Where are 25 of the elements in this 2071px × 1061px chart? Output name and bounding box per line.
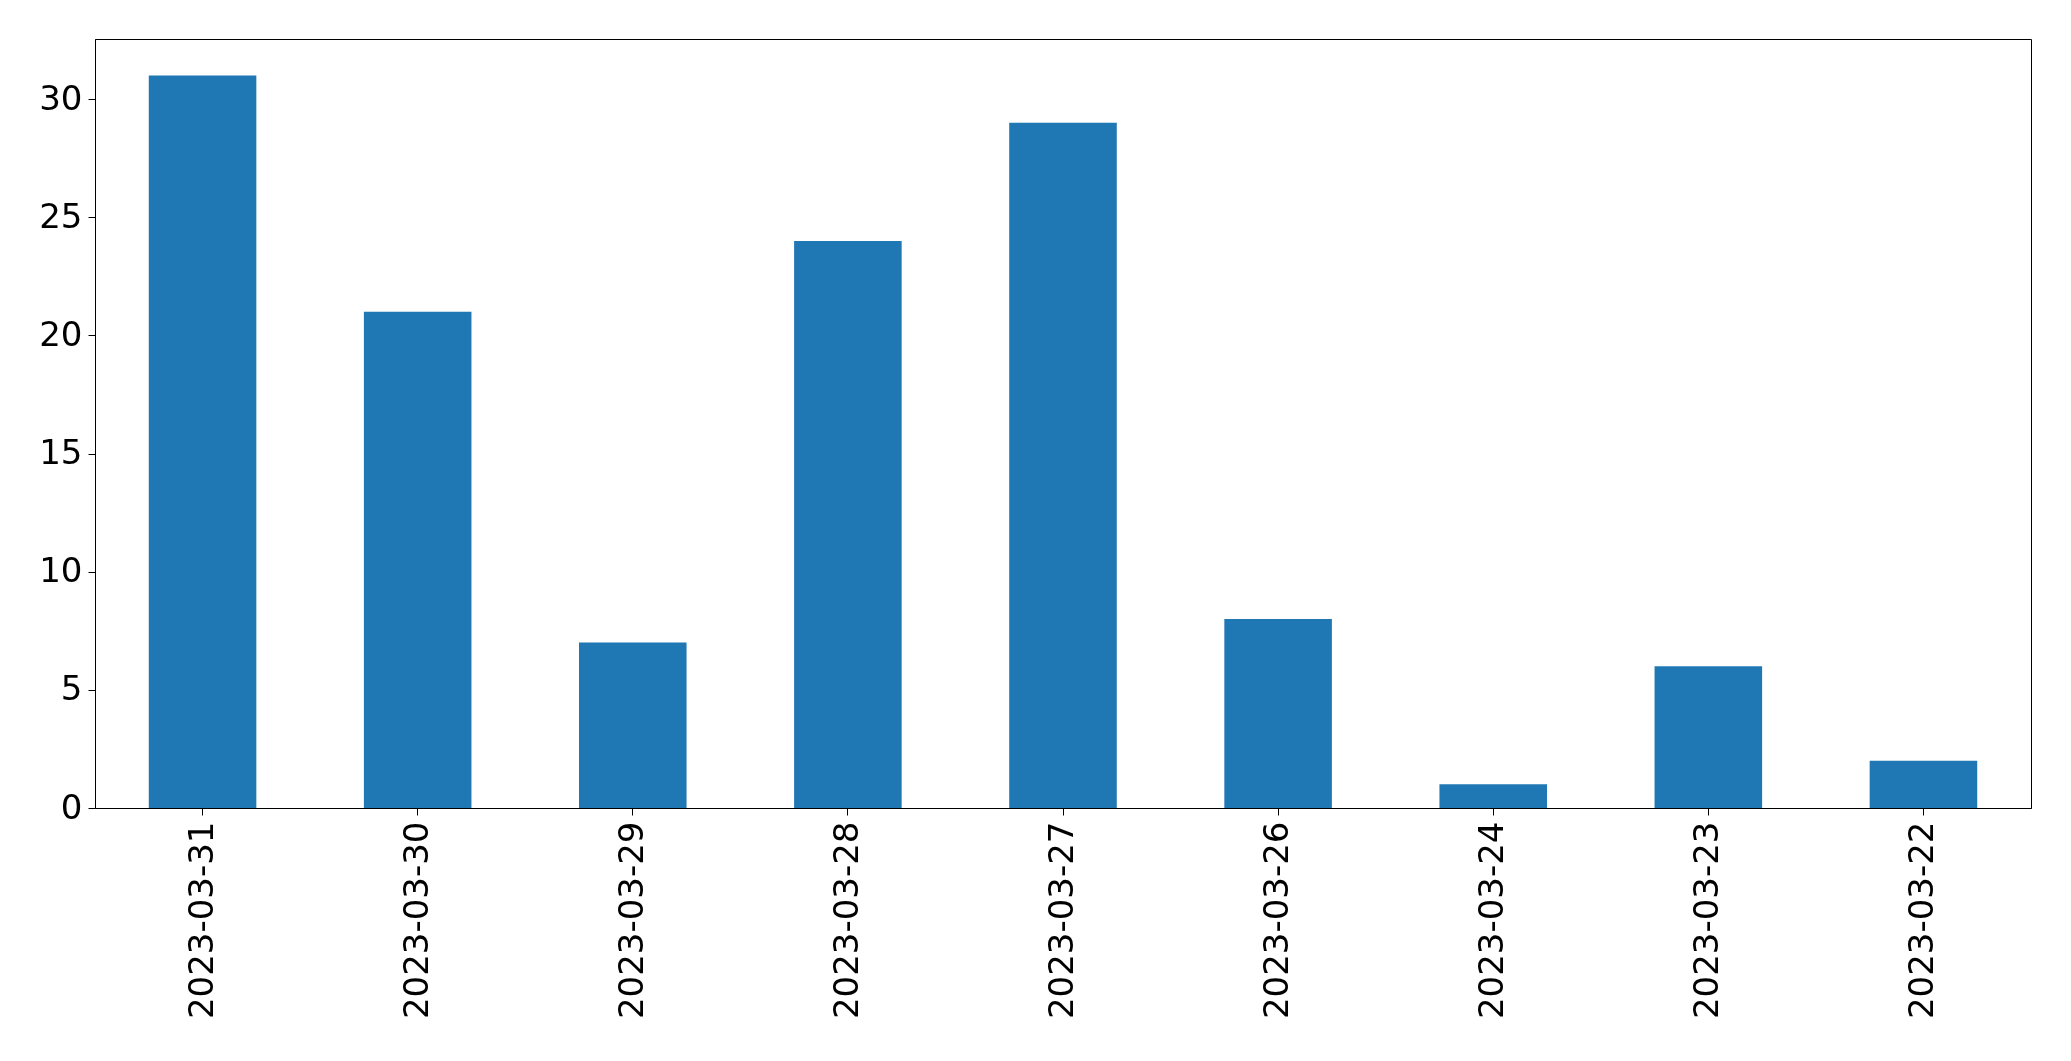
bar [794, 241, 902, 808]
bar [1869, 760, 1978, 808]
x-tick-label: 2023-03-22 [1901, 821, 1942, 1020]
x-tick-label: 2023-03-29 [610, 821, 651, 1020]
x-tick-label: 2023-03-27 [1041, 821, 1081, 1020]
bar [363, 311, 472, 808]
x-tick-label: 2023-03-24 [1471, 821, 1512, 1020]
x-tick-label: 2023-03-26 [1256, 821, 1297, 1020]
bar [1224, 619, 1332, 808]
x-tick-label: 2023-03-28 [825, 821, 866, 1020]
bar [579, 642, 687, 808]
y-tick-label: 0 [60, 786, 83, 827]
x-tick-label: 2023-03-23 [1686, 821, 1727, 1020]
y-tick-label: 25 [39, 195, 83, 236]
x-tick-label: 2023-03-31 [180, 821, 221, 1020]
bar [1654, 666, 1763, 808]
bar [1009, 122, 1117, 808]
y-tick-label: 30 [39, 77, 83, 118]
y-tick-label: 5 [60, 668, 83, 709]
y-tick-label: 10 [39, 550, 83, 591]
bar [148, 75, 257, 808]
y-tick-label: 20 [39, 314, 83, 354]
y-tick-label: 15 [39, 432, 83, 473]
x-tick-label: 2023-03-30 [395, 821, 436, 1020]
bar [1439, 784, 1547, 808]
